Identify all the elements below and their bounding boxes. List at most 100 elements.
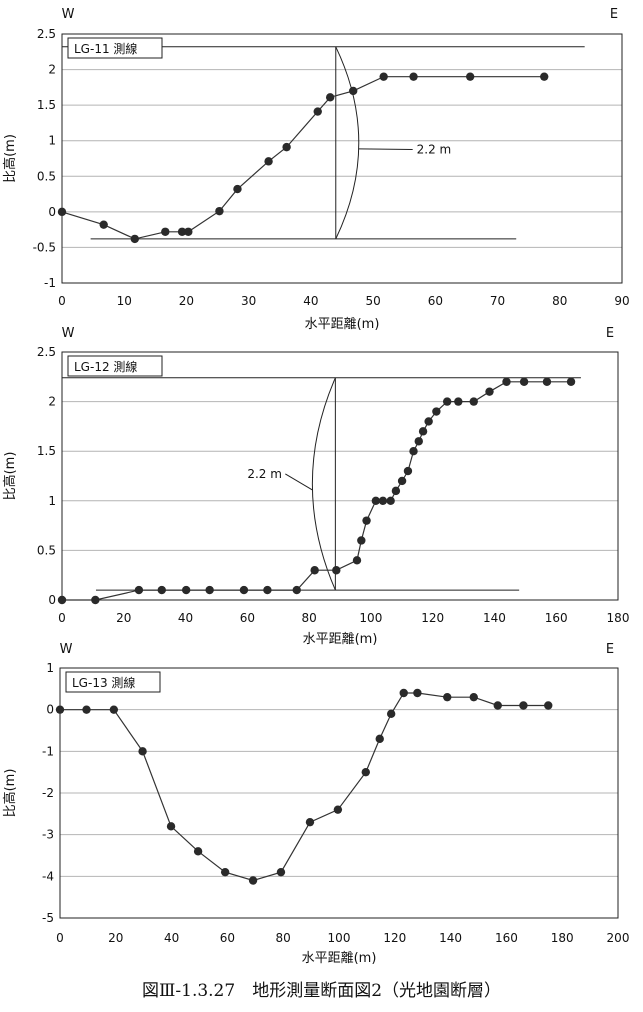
y-tick-label: 2 [48,63,56,77]
data-point [540,72,549,81]
x-tick-label: 50 [365,294,380,308]
data-point [130,234,139,244]
data-point [138,747,147,756]
plot-frame [61,351,619,601]
x-tick-label: 140 [483,611,506,625]
data-point [469,692,478,702]
y-tick-label: 1 [48,494,56,508]
data-point [357,536,366,545]
data-point [485,387,494,396]
data-point [413,688,422,698]
chart-title: LG-12 測線 [74,359,137,374]
y-tick-label: 0.5 [37,169,56,183]
chart-title-box: LG-13 測線 [65,671,161,693]
data-point [205,585,214,595]
y-tick-label: 0 [48,205,56,219]
data-point [276,867,286,877]
data-point [55,705,65,714]
data-point [361,767,370,777]
series-line [60,692,549,882]
chart-1: -1 -0.5 0 0.5 1 1.5 2 2.5 0 10 20 30 40 50 60 70 80 90 水平距… [2,7,630,332]
x-tick-label: 60 [428,294,443,308]
x-tick-label: 100 [328,931,351,945]
offset-annotation: 2.2 m [62,46,585,240]
data-point [166,822,176,831]
data-point [193,847,203,856]
data-point [469,397,478,406]
annotation-leader-line [358,148,413,151]
x-tick-label: 0 [56,931,64,945]
data-point [454,397,463,406]
series-line [61,76,545,240]
data-point [181,585,191,595]
x-axis-label: 水平距離(m) [305,317,380,332]
x-tick-label: 100 [359,611,382,625]
title-box-frame [65,671,161,693]
data-point [443,692,452,702]
y-tick-label: 2 [48,395,56,409]
data-point [378,496,388,505]
x-tick-label: 20 [116,611,131,625]
x-axis-label: 水平距離(m) [302,951,377,966]
data-point [57,595,67,605]
x-tick-label: 10 [117,294,132,308]
data-point [399,688,408,698]
x-tick-label: 200 [607,931,630,945]
x-tick-label: 140 [439,931,462,945]
east-label: E [610,7,618,22]
data-point [391,486,401,496]
data-point [397,476,407,486]
data-point [248,876,258,885]
y-tick-label: 1 [46,661,54,675]
y-tick-label: 1 [48,134,56,148]
data-point [379,72,388,81]
data-point [157,585,166,595]
x-tick-label: 30 [241,294,256,308]
x-tick-label: 60 [240,611,255,625]
x-tick-label: 180 [607,611,630,625]
y-tick-label: -5 [42,911,54,925]
y-axis-label: 比高(m) [2,452,18,501]
x-tick-label: 40 [303,294,318,308]
data-point [502,377,511,386]
y-tick-label: -0.5 [33,240,56,254]
data-point [263,585,272,595]
data-point [424,417,433,426]
y-tick-label: 2.5 [37,345,56,359]
data-point [91,595,100,605]
data-point [233,184,242,194]
data-point [109,705,119,714]
x-tick-label: 90 [614,294,629,308]
data-point [57,207,67,217]
data-point [409,72,418,81]
x-axis-label: 水平距離(m) [303,632,378,647]
data-point [305,817,315,827]
data-point [264,157,273,166]
figure-caption: 図Ⅲ-1.3.27 地形測量断面図2（光地園断層） [141,981,502,1001]
x-tick-label: 0 [58,611,66,625]
data-point [292,585,301,595]
data-point [386,496,395,505]
data-point [371,496,381,505]
y-tick-label: 1.5 [37,98,56,112]
annotation-label: 2.2 m [417,143,452,157]
data-point [442,397,452,406]
data-point [313,107,322,116]
chart-title: LG-13 測線 [72,675,135,690]
data-point [493,701,502,710]
annotation-label: 2.2 m [247,467,282,481]
data-point [544,701,553,710]
x-tick-label: 40 [164,931,179,945]
y-tick-label: 1.5 [37,444,56,458]
y-tick-label: -4 [42,869,54,883]
annotation-leader-line [285,473,313,491]
data-point [82,705,91,714]
data-point [220,867,230,877]
x-tick-label: 160 [545,611,568,625]
data-point [352,556,362,565]
data-point [161,227,170,236]
x-tick-label: 0 [58,294,66,308]
y-axis-label: 比高(m) [2,769,18,818]
offset-annotation: 2.2 m [62,377,581,591]
